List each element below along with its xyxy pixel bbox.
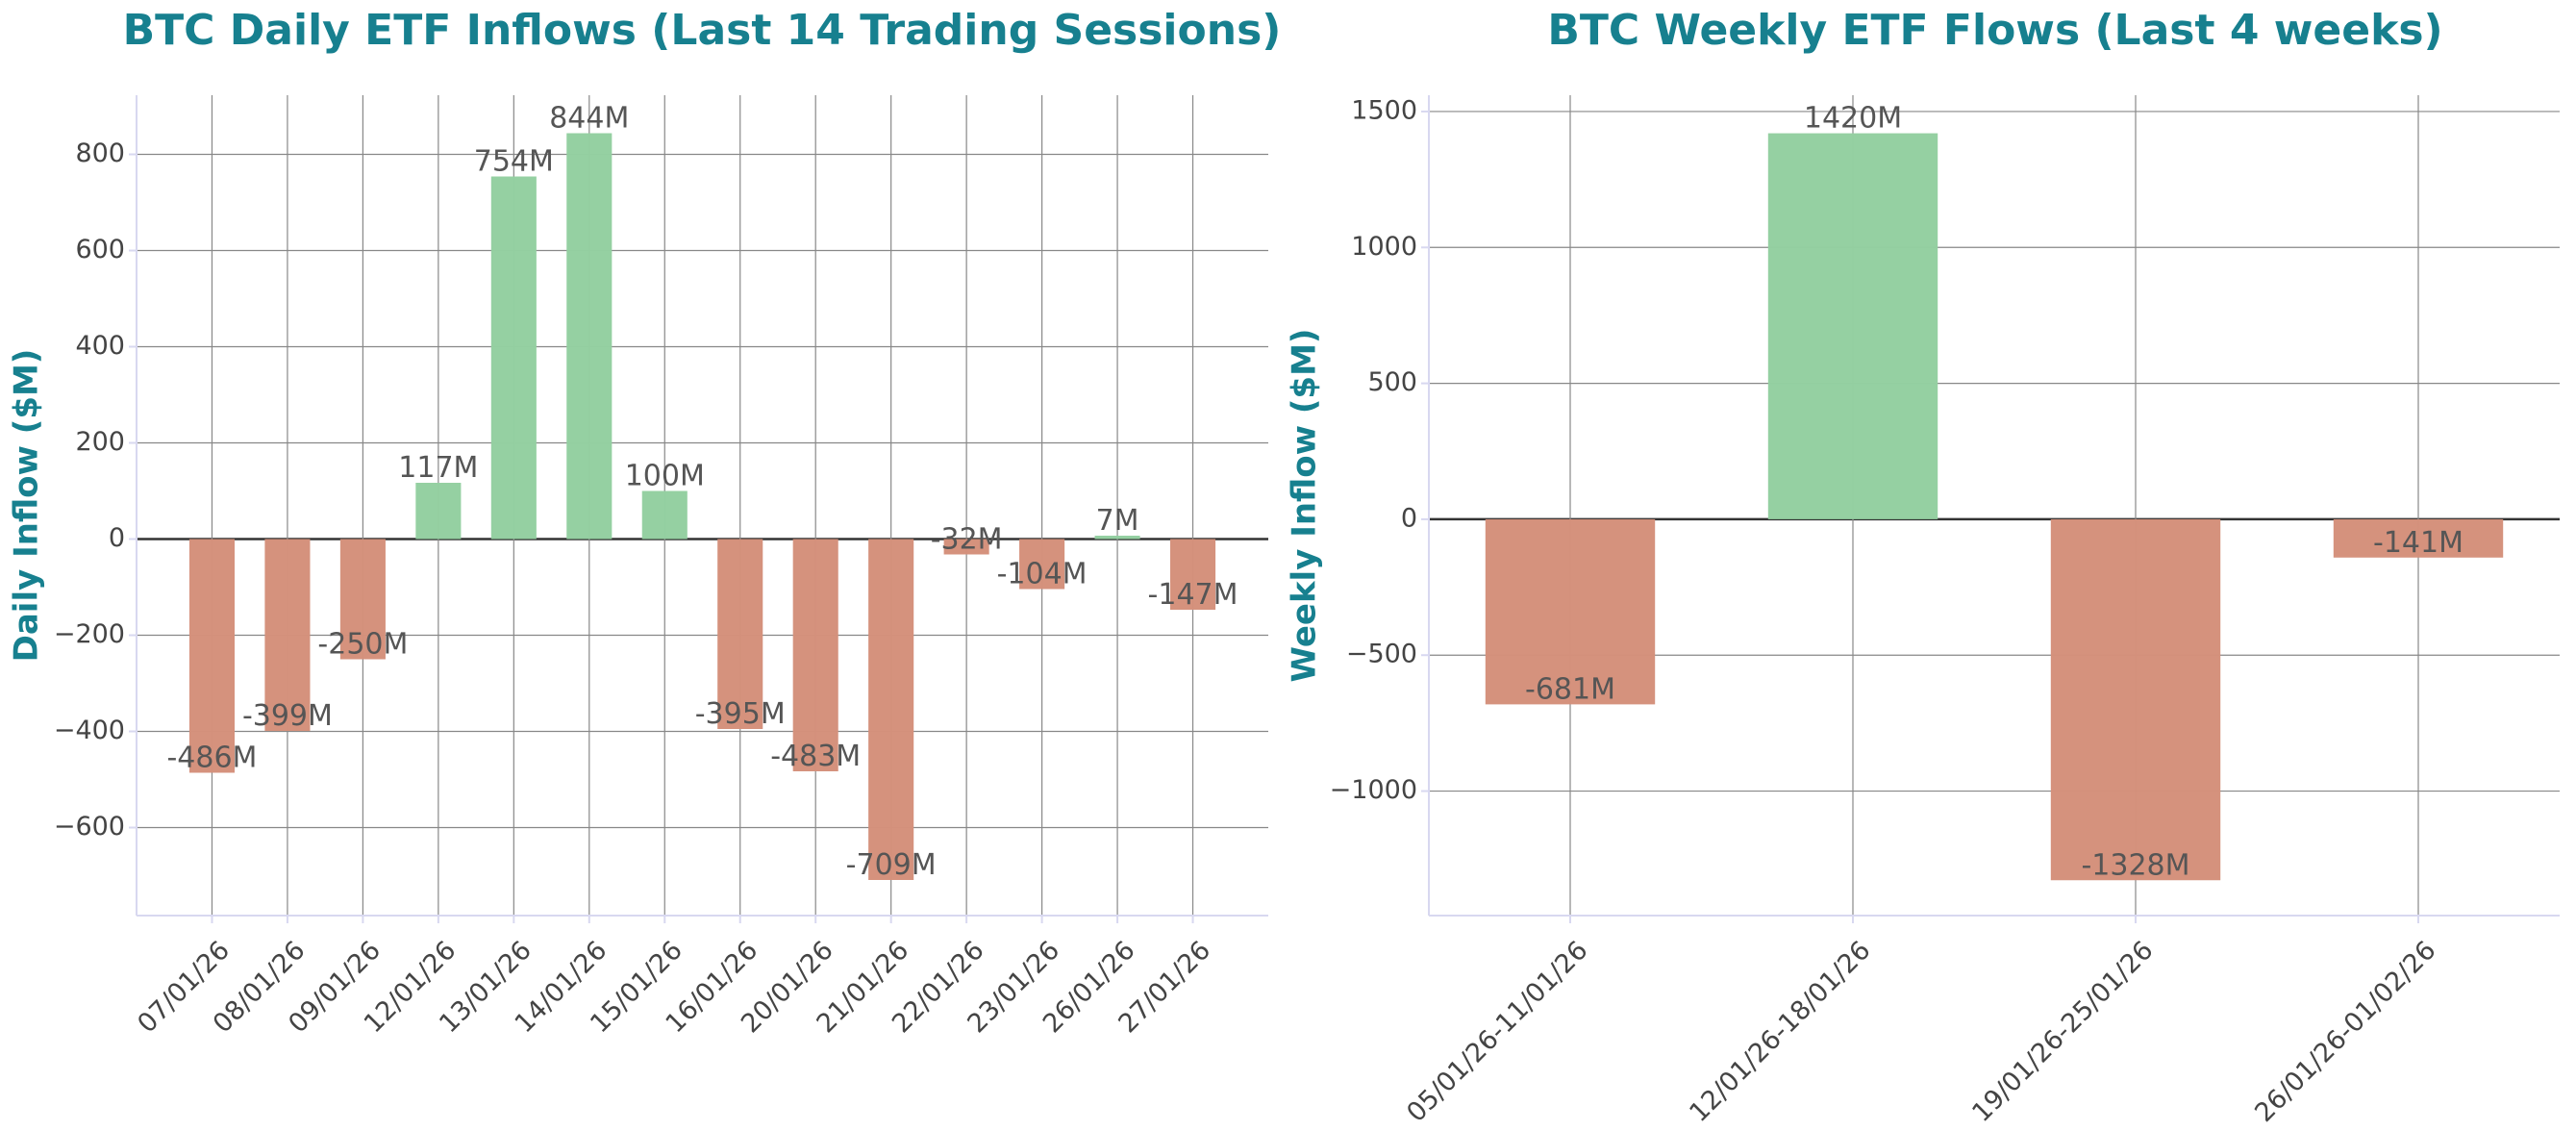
y-tick-label: −500	[1346, 640, 1417, 669]
bar	[2333, 518, 2504, 558]
value-label: -1328M	[2081, 848, 2189, 882]
y-tick-label: −1000	[1330, 775, 1417, 805]
value-label: -147M	[1148, 578, 1238, 612]
x-tick-label: 05/01/26-11/01/26	[1401, 936, 1593, 1128]
y-tick-label: −200	[54, 619, 125, 649]
value-label: -104M	[997, 558, 1088, 591]
bar	[415, 483, 462, 540]
y-tick-label: 0	[1401, 503, 1417, 533]
bar	[1019, 539, 1065, 590]
bar	[1169, 539, 1216, 610]
bar	[2050, 518, 2221, 881]
value-label: -709M	[846, 848, 937, 882]
bar	[339, 539, 386, 660]
y-tick-label: 0	[109, 523, 125, 553]
y-tick-label: 800	[75, 138, 125, 168]
y-tick-label: 400	[75, 331, 125, 361]
value-label: -32M	[931, 523, 1003, 557]
value-label: -141M	[2373, 526, 2463, 560]
bar	[641, 490, 688, 540]
bar	[1485, 518, 1656, 705]
y-tick-label: −400	[54, 716, 125, 745]
bar	[1094, 536, 1140, 540]
value-label: 117M	[398, 451, 478, 485]
bar	[264, 539, 311, 731]
bar	[490, 176, 537, 540]
y-tick-label: −600	[54, 812, 125, 842]
value-label: -483M	[770, 740, 861, 773]
y-tick-label: 1000	[1351, 232, 1417, 262]
value-label: 754M	[474, 145, 554, 179]
value-label: -399M	[242, 699, 333, 733]
value-label: 100M	[625, 460, 705, 493]
value-label: -395M	[695, 697, 786, 731]
x-tick-label: 12/01/26-18/01/26	[1684, 936, 1876, 1128]
y-tick-label: 500	[1367, 367, 1417, 397]
x-tick-label: 26/01/26-01/02/26	[2249, 936, 2441, 1128]
bar	[792, 539, 838, 771]
value-label: 1420M	[1804, 102, 1902, 136]
bar	[868, 539, 914, 880]
chart-title: BTC Daily ETF Inflows (Last 14 Trading S…	[123, 6, 1282, 55]
value-label: 844M	[549, 102, 629, 136]
value-label: -250M	[317, 628, 408, 662]
value-label: -486M	[166, 741, 257, 775]
y-tick-label: 600	[75, 235, 125, 264]
bar	[717, 539, 763, 729]
chart-title: BTC Weekly ETF Flows (Last 4 weeks)	[1547, 6, 2442, 55]
y-axis-label: Daily Inflow ($M)	[8, 349, 46, 663]
bar	[943, 539, 989, 555]
bar	[566, 133, 613, 540]
value-label: -681M	[1525, 672, 1615, 706]
value-label: 7M	[1096, 504, 1139, 538]
bar	[188, 539, 236, 773]
bar	[1767, 133, 1938, 519]
y-tick-label: 200	[75, 427, 125, 457]
x-tick-label: 19/01/26-25/01/26	[1966, 936, 2159, 1128]
y-axis-label: Weekly Inflow ($M)	[1286, 329, 1324, 683]
y-tick-label: 1500	[1351, 95, 1417, 125]
